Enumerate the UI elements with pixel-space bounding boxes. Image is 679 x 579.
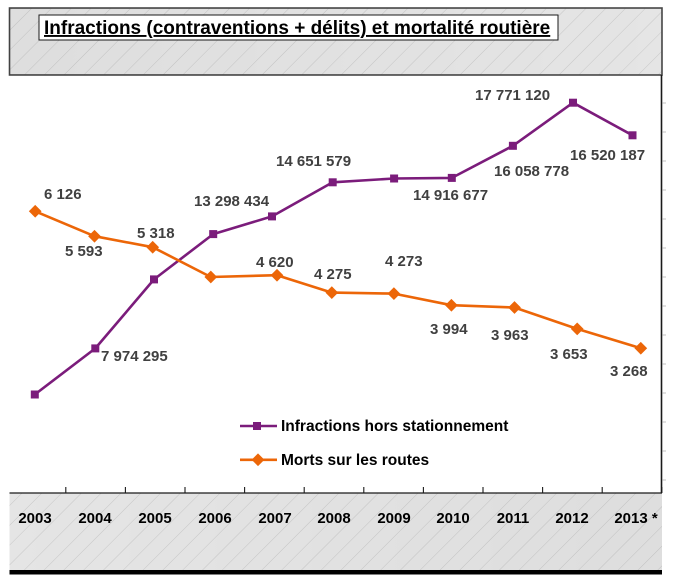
svg-text:2008: 2008 [317,510,350,527]
svg-text:3 653: 3 653 [550,346,588,363]
svg-text:14 916 677: 14 916 677 [413,187,488,204]
svg-text:16 520 187: 16 520 187 [570,147,645,164]
svg-text:3 268: 3 268 [610,363,648,380]
svg-text:2005: 2005 [138,510,171,527]
svg-text:2004: 2004 [78,510,112,527]
svg-text:2003: 2003 [18,510,51,527]
svg-text:6 126: 6 126 [44,186,82,203]
svg-text:4 620: 4 620 [256,254,294,271]
svg-text:2012: 2012 [555,510,588,527]
svg-text:7 974 295: 7 974 295 [101,348,168,365]
svg-text:4 273: 4 273 [385,253,423,270]
svg-text:3 963: 3 963 [491,327,529,344]
svg-text:2009: 2009 [377,510,410,527]
svg-text:2011: 2011 [497,510,530,527]
svg-text:13 298 434: 13 298 434 [194,193,270,210]
svg-text:2010: 2010 [436,510,469,527]
svg-text:16 058 778: 16 058 778 [494,163,569,180]
svg-text:Infractions (contraventions +: Infractions (contraventions + délits) et… [44,18,550,39]
svg-text:4 275: 4 275 [314,266,352,283]
svg-text:Infractions hors stationnement: Infractions hors stationnement [281,418,508,435]
svg-text:2007: 2007 [258,510,291,527]
svg-text:2006: 2006 [198,510,231,527]
svg-text:14 651 579: 14 651 579 [276,153,351,170]
svg-text:5 318: 5 318 [137,225,175,242]
svg-text:3 994: 3 994 [430,321,468,338]
svg-text:Morts sur les routes: Morts sur les routes [281,452,429,469]
svg-text:17 771 120: 17 771 120 [475,87,550,104]
svg-text:2013 *: 2013 * [614,510,658,527]
svg-text:5 593: 5 593 [65,243,103,260]
